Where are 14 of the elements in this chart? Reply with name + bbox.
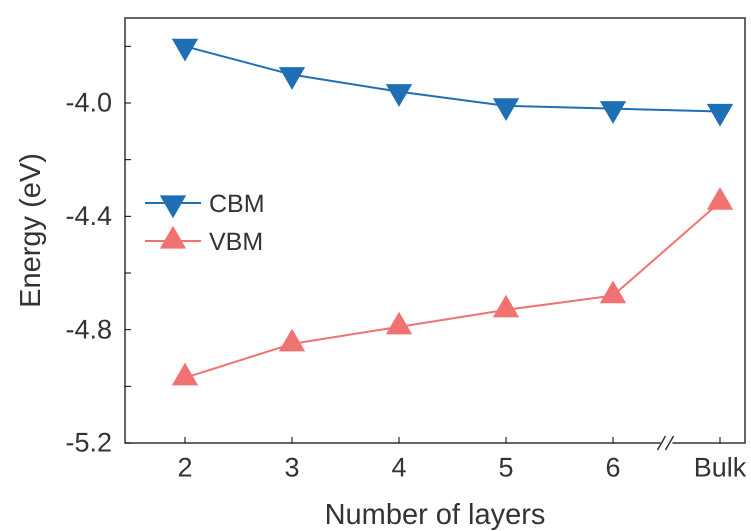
x-tick-label: 4 <box>391 452 407 482</box>
y-tick-label: -5.2 <box>65 428 112 458</box>
legend-label: VBM <box>209 228 264 256</box>
y-tick-label: -4.4 <box>65 200 112 231</box>
y-tick-label: -4.8 <box>65 314 112 344</box>
legend-label: CBM <box>209 190 265 218</box>
x-tick-label: 3 <box>284 452 300 482</box>
y-tick-label: -4.0 <box>65 88 112 118</box>
x-tick-label: 6 <box>605 452 621 482</box>
x-tick-label: Bulk <box>694 452 747 482</box>
x-axis-title: Number of layers <box>324 499 546 531</box>
x-tick-label: 2 <box>177 452 193 482</box>
x-tick-label: 5 <box>498 452 514 482</box>
y-axis-title: Energy (eV) <box>15 153 47 308</box>
